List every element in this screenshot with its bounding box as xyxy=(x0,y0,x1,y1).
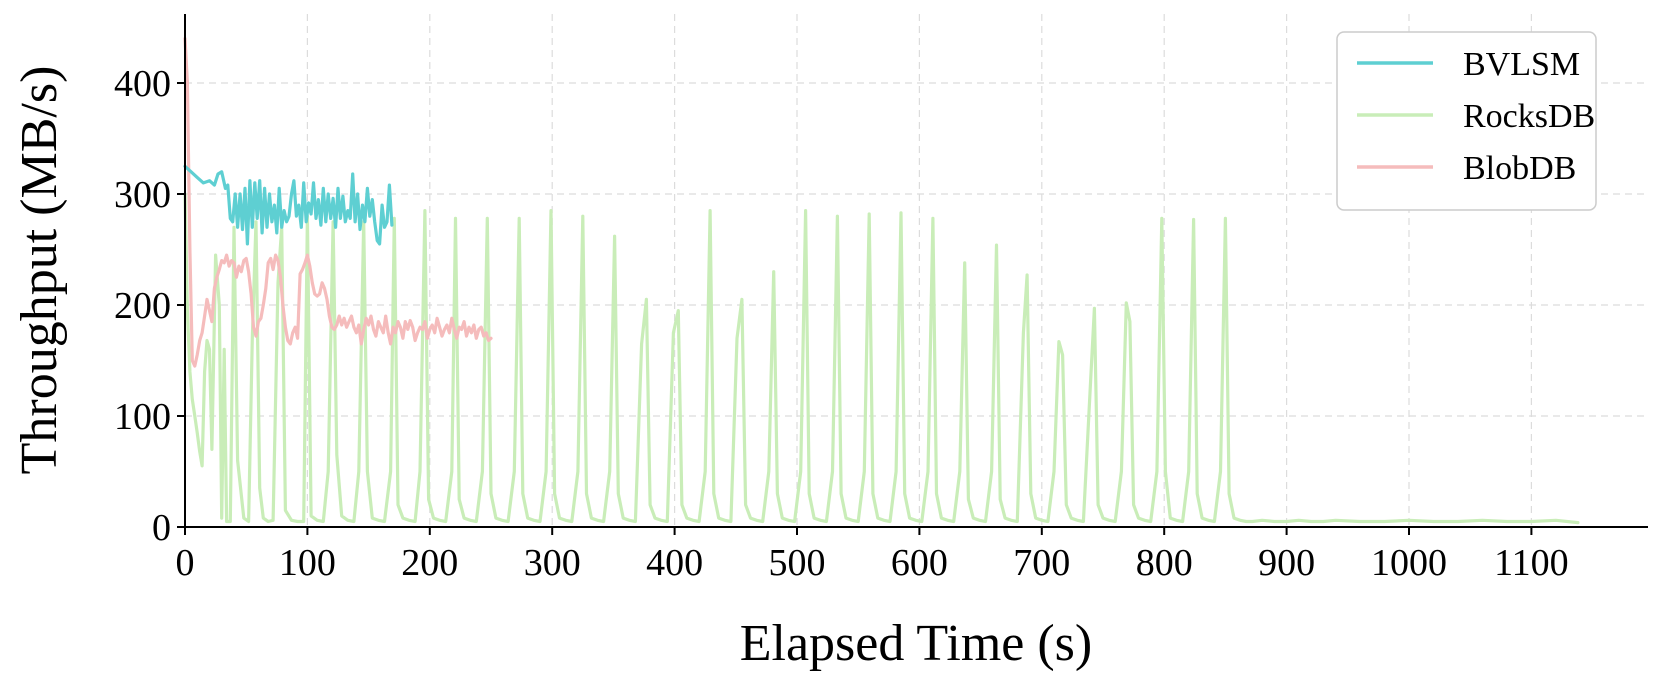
y-ticks: 0 100 200 300 400 xyxy=(114,63,185,549)
series-layer xyxy=(183,37,1580,525)
series-line-rocksdb xyxy=(183,192,1580,525)
y-tick-label: 200 xyxy=(114,285,171,327)
legend-label-bvlsm: BVLSM xyxy=(1463,46,1580,83)
x-tick-label: 100 xyxy=(279,542,336,584)
x-tick-label: 700 xyxy=(1013,542,1070,584)
x-ticks: 0 100 200 300 400 500 600 700 800 900 1000 1100 xyxy=(176,527,1569,584)
legend: BVLSM RocksDB BlobDB xyxy=(1336,31,1597,211)
x-tick-label: 1000 xyxy=(1371,542,1447,584)
x-tick-label: 600 xyxy=(891,542,948,584)
y-axis-title: Throughput (MB/s) xyxy=(11,66,68,475)
series-line-bvlsm xyxy=(183,164,394,246)
x-tick-label: 500 xyxy=(769,542,826,584)
x-tick-label: 300 xyxy=(524,542,581,584)
y-tick-label: 0 xyxy=(152,507,171,549)
x-axis-title: Elapsed Time (s) xyxy=(740,615,1092,672)
legend-label-rocksdb: RocksDB xyxy=(1463,98,1595,135)
x-tick-label: 800 xyxy=(1136,542,1193,584)
y-tick-label: 300 xyxy=(114,174,171,216)
y-tick-label: 100 xyxy=(114,396,171,438)
legend-label-blobdb: BlobDB xyxy=(1463,150,1576,187)
x-tick-label: 400 xyxy=(646,542,703,584)
series-line-blobdb xyxy=(183,37,493,368)
x-tick-label: 200 xyxy=(401,542,458,584)
x-tick-label: 1100 xyxy=(1494,542,1569,584)
x-tick-label: 0 xyxy=(176,542,195,584)
y-tick-label: 400 xyxy=(114,63,171,105)
x-tick-label: 900 xyxy=(1258,542,1315,584)
